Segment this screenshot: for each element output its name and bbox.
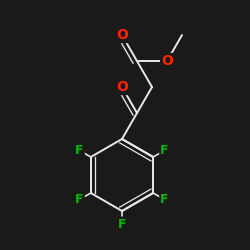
Text: F: F xyxy=(118,218,126,230)
Text: F: F xyxy=(160,193,169,206)
Text: F: F xyxy=(160,144,169,157)
Text: O: O xyxy=(161,54,173,68)
Text: F: F xyxy=(75,193,84,206)
Text: F: F xyxy=(75,144,84,157)
Text: O: O xyxy=(116,28,128,42)
Text: O: O xyxy=(116,80,128,94)
